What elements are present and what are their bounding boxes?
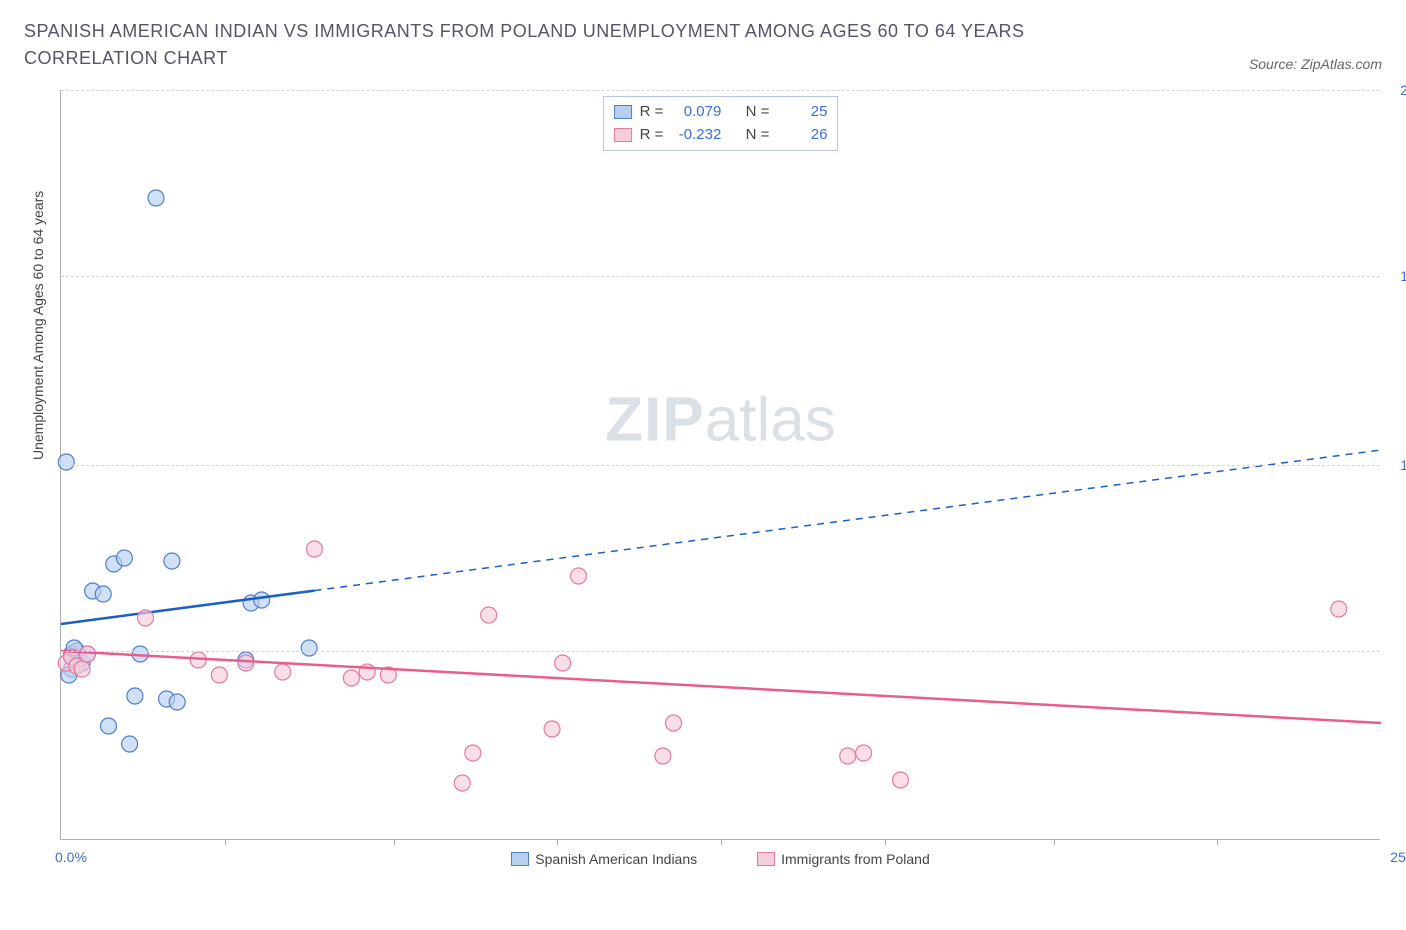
data-point-sai bbox=[301, 640, 317, 656]
gridline bbox=[61, 276, 1380, 277]
source-attribution: Source: ZipAtlas.com bbox=[1249, 56, 1382, 72]
data-point-poland bbox=[856, 745, 872, 761]
data-point-poland bbox=[1331, 601, 1347, 617]
data-point-sai bbox=[58, 454, 74, 470]
legend-item: Immigrants from Poland bbox=[757, 851, 930, 867]
gridline bbox=[61, 465, 1380, 466]
data-point-sai bbox=[116, 550, 132, 566]
data-point-poland bbox=[665, 715, 681, 731]
data-point-poland bbox=[306, 541, 322, 557]
x-tick-mark bbox=[885, 839, 886, 845]
x-label-right: 25.0% bbox=[1390, 849, 1406, 865]
legend-swatch bbox=[614, 105, 632, 119]
data-point-poland bbox=[655, 748, 671, 764]
data-point-poland bbox=[137, 610, 153, 626]
data-point-sai bbox=[122, 736, 138, 752]
chart-title: SPANISH AMERICAN INDIAN VS IMMIGRANTS FR… bbox=[24, 18, 1124, 72]
gridline bbox=[61, 90, 1380, 91]
stat-n-value: 25 bbox=[777, 101, 827, 124]
stat-r-label: R = bbox=[640, 101, 664, 124]
bottom-legend: Spanish American Indians Immigrants from … bbox=[61, 851, 1380, 867]
data-point-poland bbox=[454, 775, 470, 791]
legend-label: Immigrants from Poland bbox=[781, 851, 930, 867]
legend-swatch bbox=[757, 852, 775, 866]
x-tick-mark bbox=[557, 839, 558, 845]
data-point-poland bbox=[74, 661, 90, 677]
data-point-sai bbox=[169, 694, 185, 710]
data-point-sai bbox=[127, 688, 143, 704]
legend-swatch bbox=[511, 852, 529, 866]
data-point-sai bbox=[164, 553, 180, 569]
data-point-poland bbox=[343, 670, 359, 686]
x-tick-mark bbox=[225, 839, 226, 845]
data-point-sai bbox=[148, 190, 164, 206]
y-axis-label: Unemployment Among Ages 60 to 64 years bbox=[30, 191, 46, 460]
stat-r-label: R = bbox=[640, 124, 664, 147]
data-point-poland bbox=[275, 664, 291, 680]
data-point-poland bbox=[79, 646, 95, 662]
y-tick-label: 18.8% bbox=[1385, 268, 1406, 284]
data-point-poland bbox=[211, 667, 227, 683]
data-point-poland bbox=[555, 655, 571, 671]
stat-n-label: N = bbox=[746, 101, 770, 124]
y-tick-label: 6.3% bbox=[1385, 643, 1406, 659]
legend-label: Spanish American Indians bbox=[535, 851, 697, 867]
data-point-poland bbox=[840, 748, 856, 764]
chart-area: ZIPatlas R =0.079 N =25R =-0.232 N =26 S… bbox=[60, 90, 1380, 840]
y-tick-label: 25.0% bbox=[1385, 82, 1406, 98]
trend-line-poland bbox=[61, 651, 1381, 723]
data-point-poland bbox=[238, 655, 254, 671]
data-point-poland bbox=[544, 721, 560, 737]
data-point-sai bbox=[254, 592, 270, 608]
data-point-poland bbox=[570, 568, 586, 584]
y-tick-label: 12.5% bbox=[1385, 457, 1406, 473]
data-point-poland bbox=[481, 607, 497, 623]
x-tick-mark bbox=[1054, 839, 1055, 845]
legend-item: Spanish American Indians bbox=[511, 851, 697, 867]
x-tick-mark bbox=[1217, 839, 1218, 845]
statbox-row: R = 0.079 N = 25 bbox=[614, 101, 828, 124]
x-label-left: 0.0% bbox=[55, 849, 87, 865]
plot-region: ZIPatlas R =0.079 N =25R =-0.232 N =26 S… bbox=[60, 90, 1380, 840]
data-point-poland bbox=[893, 772, 909, 788]
stats-box: R = 0.079 N = 25 R = -0.232 N = 26 bbox=[603, 96, 839, 151]
data-point-sai bbox=[101, 718, 117, 734]
data-point-sai bbox=[95, 586, 111, 602]
data-point-poland bbox=[465, 745, 481, 761]
stat-n-value: 26 bbox=[777, 124, 827, 147]
stat-r-value: -0.232 bbox=[671, 124, 721, 147]
x-tick-mark bbox=[721, 839, 722, 845]
gridline bbox=[61, 651, 1380, 652]
x-tick-mark bbox=[394, 839, 395, 845]
legend-swatch bbox=[614, 128, 632, 142]
statbox-row: R = -0.232 N = 26 bbox=[614, 124, 828, 147]
stat-n-label: N = bbox=[746, 124, 770, 147]
trend-line-dash-sai bbox=[314, 450, 1381, 591]
stat-r-value: 0.079 bbox=[671, 101, 721, 124]
